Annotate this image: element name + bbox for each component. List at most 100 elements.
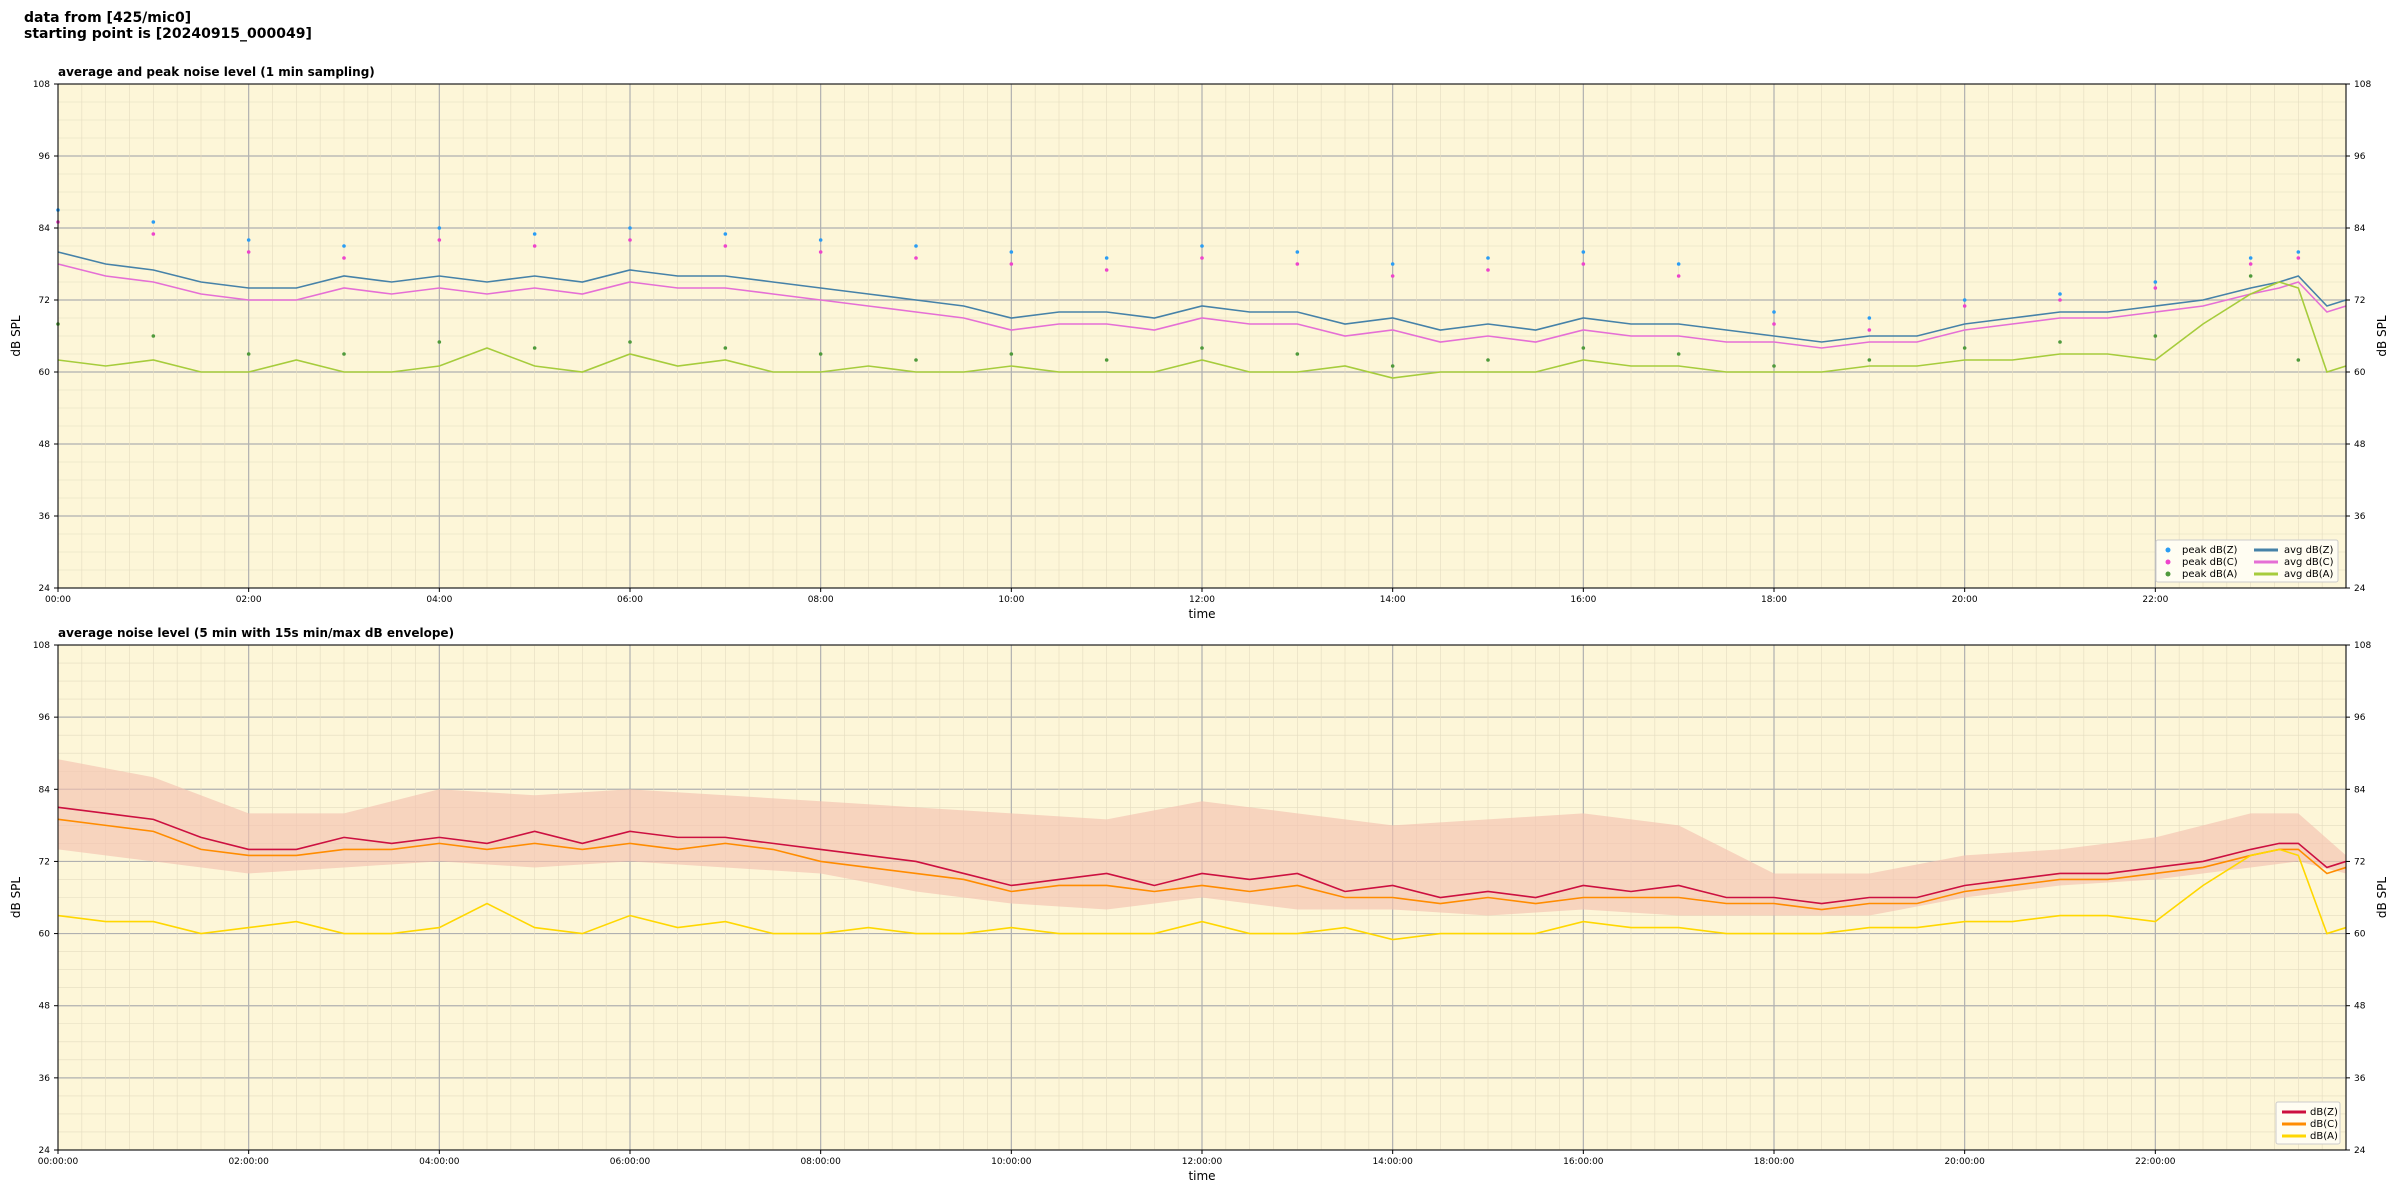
scatter-point [342, 256, 346, 260]
scatter-point [1772, 322, 1776, 326]
ytick-label-right: 60 [2354, 930, 2366, 940]
y-axis-label-right: dB SPL [2375, 877, 2389, 919]
scatter-point [1200, 256, 1204, 260]
legend-label: peak dB(A) [2182, 569, 2238, 580]
scatter-point [2296, 256, 2301, 260]
ytick-label: 96 [39, 713, 51, 723]
scatter-point [1581, 250, 1586, 254]
ytick-label-right: 72 [2354, 857, 2365, 867]
legend-label: dB(A) [2310, 1131, 2338, 1142]
xtick-label: 12:00:00 [1182, 1157, 1223, 1167]
scatter-point [1676, 352, 1681, 356]
ytick-label-right: 24 [2354, 584, 2366, 594]
scatter-point [1390, 364, 1395, 368]
y-axis-label-right: dB SPL [2375, 315, 2389, 357]
ytick-label-right: 108 [2354, 80, 2371, 90]
ytick-label-right: 60 [2354, 368, 2366, 378]
plot-2: average noise level (5 min with 15s min/… [9, 626, 2389, 1183]
xtick-label: 08:00 [808, 595, 834, 605]
scatter-point [1676, 262, 1681, 266]
xtick-label: 00:00:00 [38, 1157, 79, 1167]
scatter-point [1009, 352, 1014, 356]
legend-label: avg dB(A) [2284, 569, 2334, 580]
xtick-label: 16:00 [1570, 595, 1596, 605]
scatter-point [1486, 256, 1490, 260]
scatter-point [1581, 346, 1586, 350]
scatter-point [2153, 280, 2158, 284]
scatter-point [1390, 274, 1395, 278]
scatter-point [914, 256, 918, 260]
plot-title: average noise level (5 min with 15s min/… [58, 626, 454, 640]
ytick-label: 84 [39, 785, 51, 795]
x-axis-label: time [1188, 1169, 1215, 1183]
ytick-label: 60 [39, 930, 51, 940]
series-line [57, 806, 2347, 905]
xtick-label: 14:00:00 [1372, 1157, 1413, 1167]
scatter-point [1962, 298, 1967, 302]
series-line [57, 251, 2347, 343]
ytick-label: 24 [39, 1146, 51, 1156]
ytick-label: 36 [39, 1074, 51, 1084]
xtick-label: 14:00 [1380, 595, 1406, 605]
scatter-point [437, 238, 442, 242]
ytick-label: 48 [39, 1002, 51, 1012]
scatter-point [1200, 244, 1204, 248]
scatter-point [2058, 292, 2062, 296]
ytick-label: 72 [39, 857, 50, 867]
scatter-point [532, 244, 537, 248]
ytick-label-right: 96 [2354, 713, 2366, 723]
ytick-label-right: 36 [2354, 1074, 2366, 1084]
xtick-label: 02:00:00 [228, 1157, 269, 1167]
scatter-point [1104, 268, 1109, 272]
scatter-point [1200, 346, 1204, 350]
starting-point-text: starting point is [20240915_000049] [24, 26, 312, 42]
legend-label: peak dB(C) [2182, 557, 2238, 568]
plot-title: average and peak noise level (1 min samp… [58, 65, 375, 79]
legend-marker [2165, 571, 2171, 577]
ytick-label: 108 [33, 80, 50, 90]
y-axis-label: dB SPL [9, 315, 23, 357]
scatter-point [628, 226, 632, 230]
scatter-point [1390, 262, 1395, 266]
ytick-label: 108 [33, 641, 50, 651]
legend-label: avg dB(Z) [2284, 545, 2334, 556]
data-source-text: data from [425/mic0] [24, 10, 192, 26]
scatter-point [818, 352, 823, 356]
legend-label: dB(C) [2310, 1119, 2338, 1130]
scatter-point [1486, 358, 1490, 362]
scatter-point [2153, 286, 2158, 290]
scatter-point [2058, 340, 2062, 344]
legend: dB(Z)dB(C)dB(A) [2275, 1101, 2341, 1145]
xtick-label: 18:00 [1761, 595, 1787, 605]
xtick-label: 08:00:00 [800, 1157, 841, 1167]
scatter-point [723, 244, 728, 248]
scatter-point [1772, 310, 1776, 314]
scatter-point [2153, 334, 2158, 338]
ytick-label: 72 [39, 296, 50, 306]
ytick-label: 60 [39, 368, 51, 378]
ytick-label: 36 [39, 512, 51, 522]
y-axis-label: dB SPL [9, 877, 23, 919]
xtick-label: 20:00:00 [1944, 1157, 1985, 1167]
ytick-label-right: 36 [2354, 512, 2366, 522]
scatter-point [2248, 262, 2253, 266]
xtick-label: 06:00 [617, 595, 643, 605]
series-line [57, 848, 2347, 941]
scatter-point [1867, 358, 1872, 362]
ytick-label-right: 48 [2354, 440, 2366, 450]
scatter-point [914, 244, 918, 248]
plot-1: average and peak noise level (1 min samp… [9, 65, 2389, 621]
ytick-label-right: 96 [2354, 152, 2366, 162]
x-axis-label: time [1188, 607, 1215, 621]
scatter-point [2248, 256, 2253, 260]
scatter-point [1295, 352, 1300, 356]
series-line [57, 818, 2347, 911]
scatter-point [1009, 262, 1014, 266]
scatter-point [723, 232, 728, 236]
scatter-point [818, 238, 823, 242]
scatter-point [1867, 328, 1872, 332]
legend-marker [2165, 559, 2171, 565]
xtick-label: 22:00:00 [2135, 1157, 2176, 1167]
xtick-label: 04:00 [426, 595, 452, 605]
